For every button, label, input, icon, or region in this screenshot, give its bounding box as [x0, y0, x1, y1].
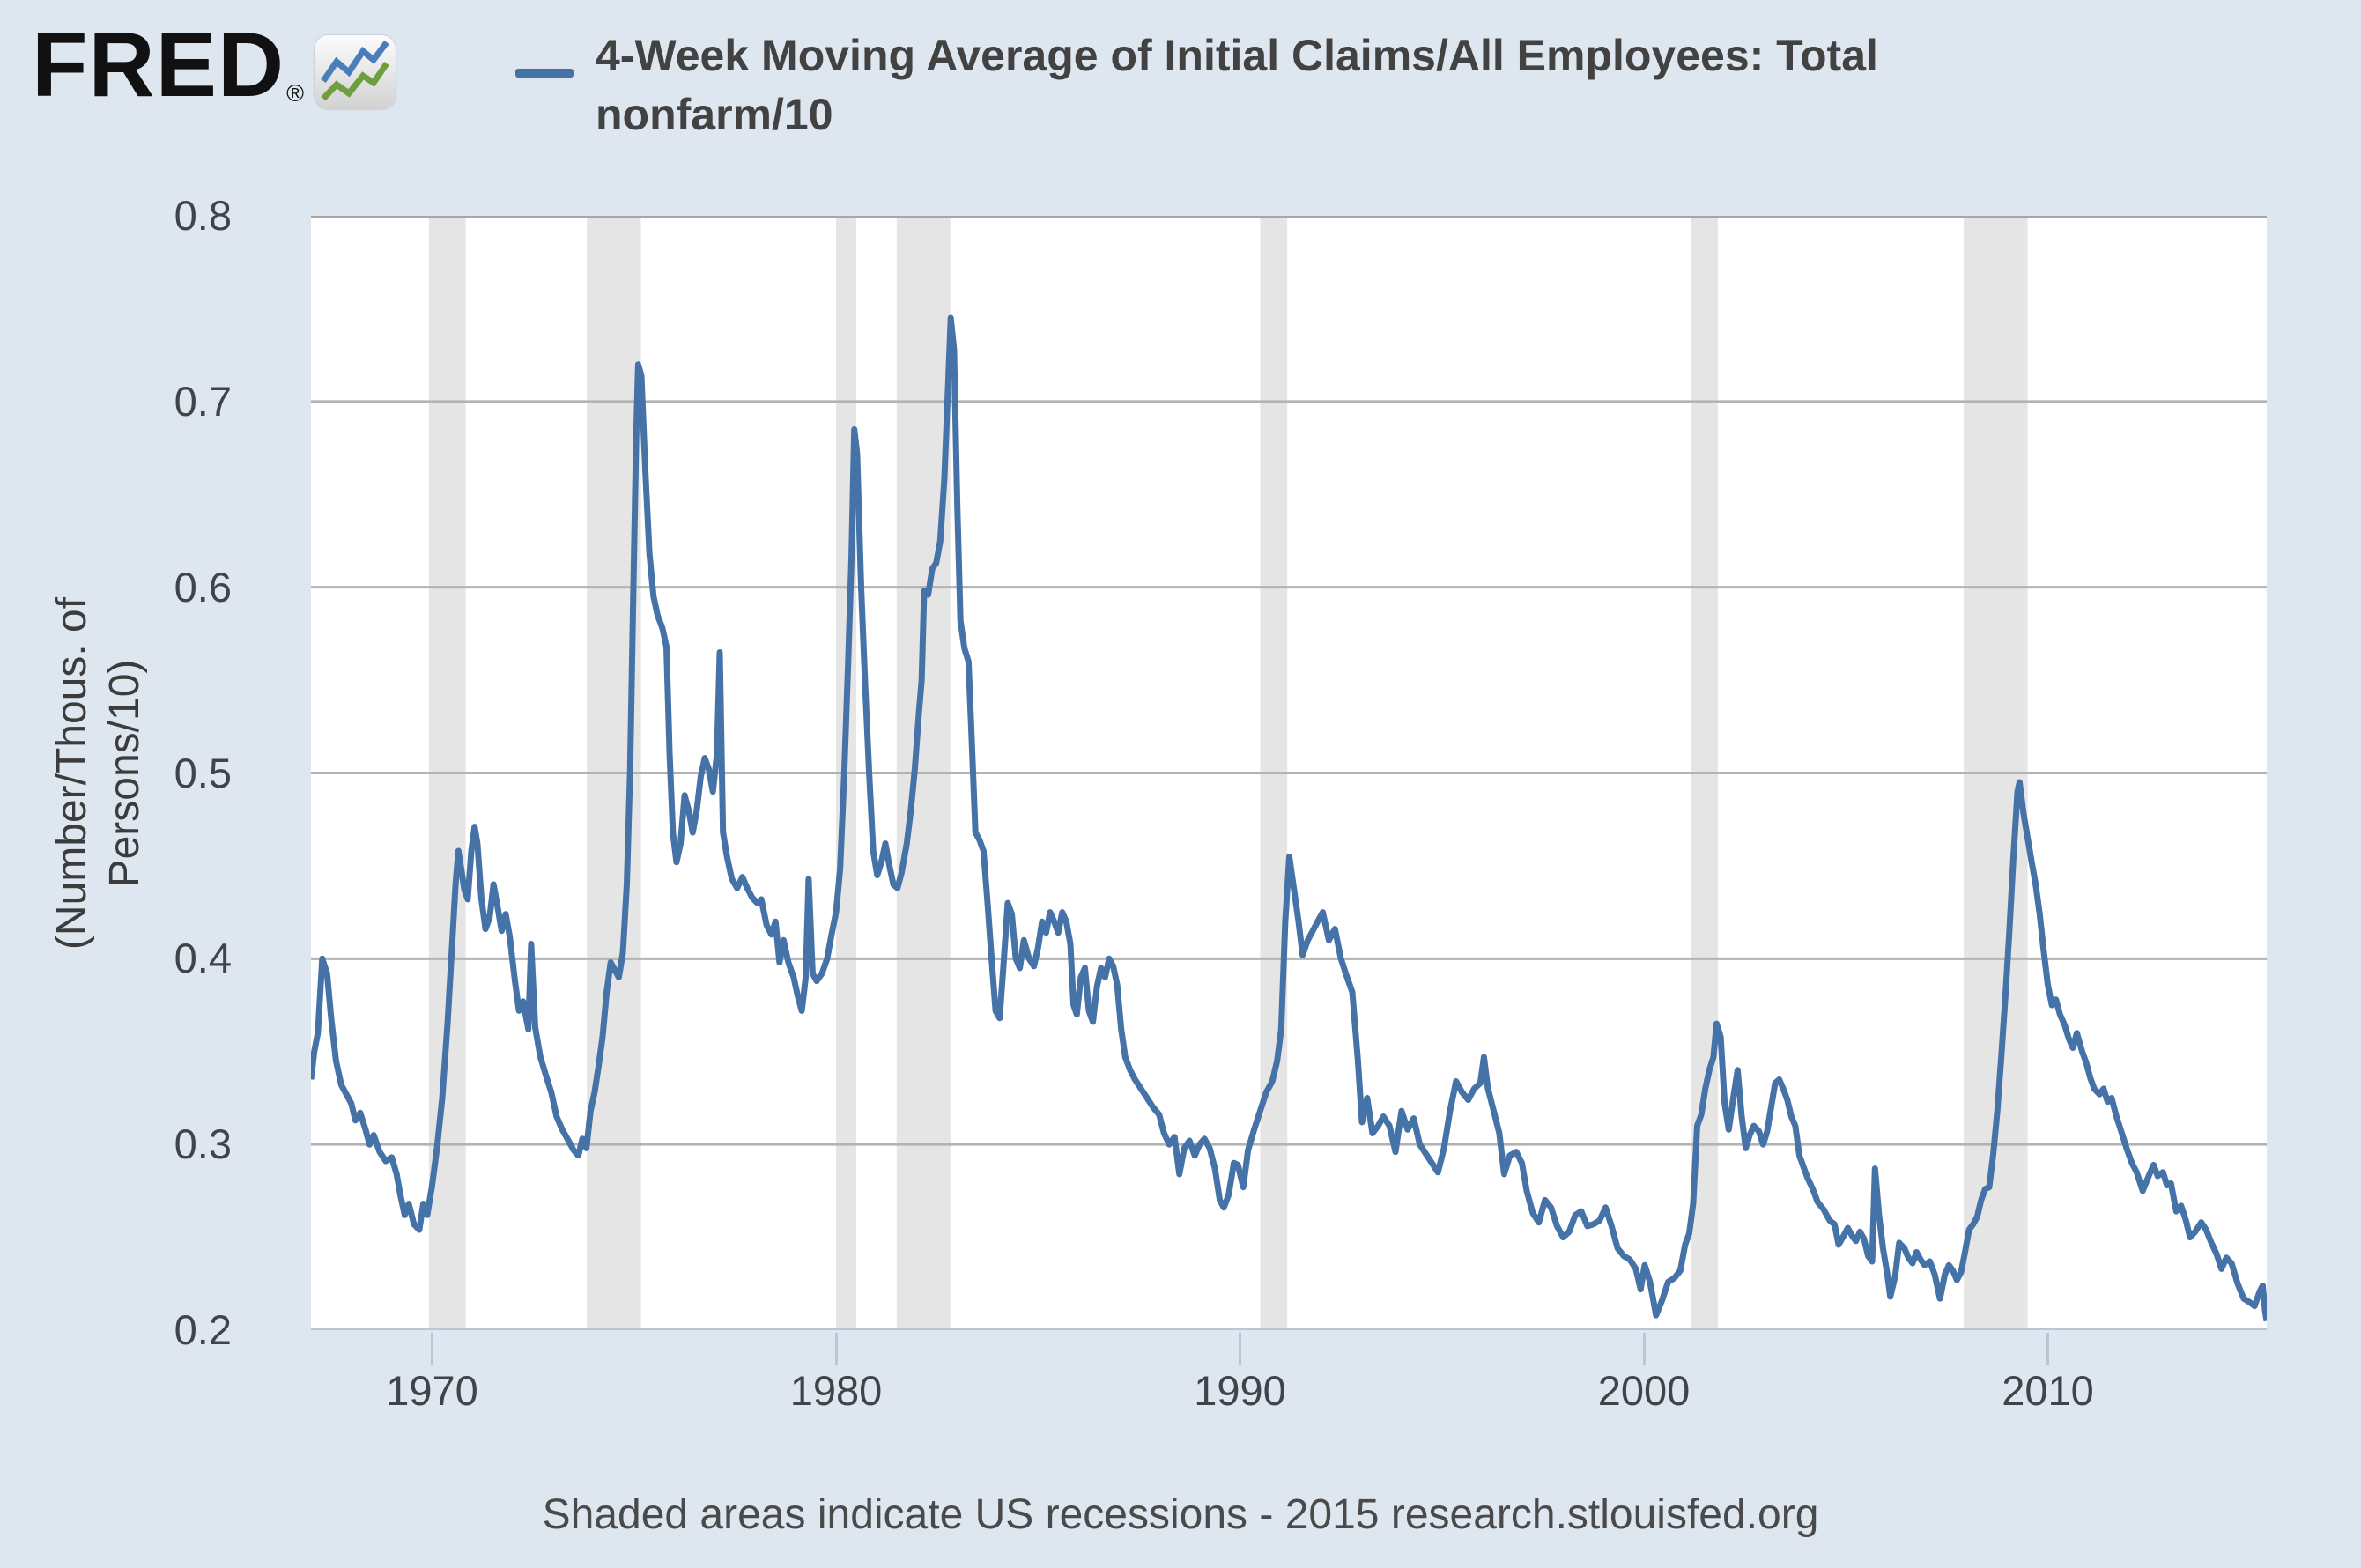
fred-logo: FRED ®	[32, 19, 396, 111]
logo-icon-blue-zigzag	[321, 40, 389, 83]
y-tick-label-0.6: 0.6	[174, 563, 232, 610]
x-tick-label-1990: 1990	[1194, 1367, 1286, 1414]
x-tick-mark-1990	[1239, 1333, 1242, 1365]
y-tick-label-0.4: 0.4	[174, 935, 232, 982]
plot-area	[311, 216, 2267, 1330]
x-tick-label-1970: 1970	[386, 1367, 478, 1414]
x-tick-mark-1980	[834, 1333, 838, 1365]
y-tick-label-0.5: 0.5	[174, 749, 232, 796]
chart-title: 4-Week Moving Average of Initial Claims/…	[596, 26, 2199, 144]
y-tick-label-0.3: 0.3	[174, 1121, 232, 1168]
x-tick-label-2000: 2000	[1597, 1367, 1691, 1414]
chart-title-line-1: 4-Week Moving Average of Initial Claims/…	[596, 31, 1878, 80]
footer-note: Shaded areas indicate US recessions - 20…	[542, 1491, 1819, 1538]
chart-svg	[311, 216, 2267, 1330]
x-tick-mark-2000	[1642, 1333, 1646, 1365]
registered-trademark-symbol: ®	[286, 80, 305, 107]
y-tick-label-0.2: 0.2	[174, 1306, 232, 1353]
series-legend-dash	[515, 69, 574, 78]
x-tick-label-1980: 1980	[789, 1367, 883, 1414]
y-tick-label-0.8: 0.8	[174, 192, 232, 239]
x-tick-mark-1970	[431, 1333, 434, 1365]
x-tick-mark-2010	[2046, 1333, 2049, 1365]
fred-logo-graph-icon	[315, 35, 396, 109]
y-axis-tick-labels: 0.8 0.7 0.6 0.5 0.4 0.3 0.2	[0, 0, 232, 1568]
y-tick-label-0.7: 0.7	[174, 377, 232, 425]
fred-logo-text: FRED	[32, 14, 285, 116]
data-series-line	[311, 314, 2267, 1322]
chart-title-line-2: nonfarm/10	[596, 90, 833, 139]
logo-icon-green-zigzag	[321, 62, 389, 101]
x-tick-label-2010: 2010	[2002, 1367, 2094, 1414]
